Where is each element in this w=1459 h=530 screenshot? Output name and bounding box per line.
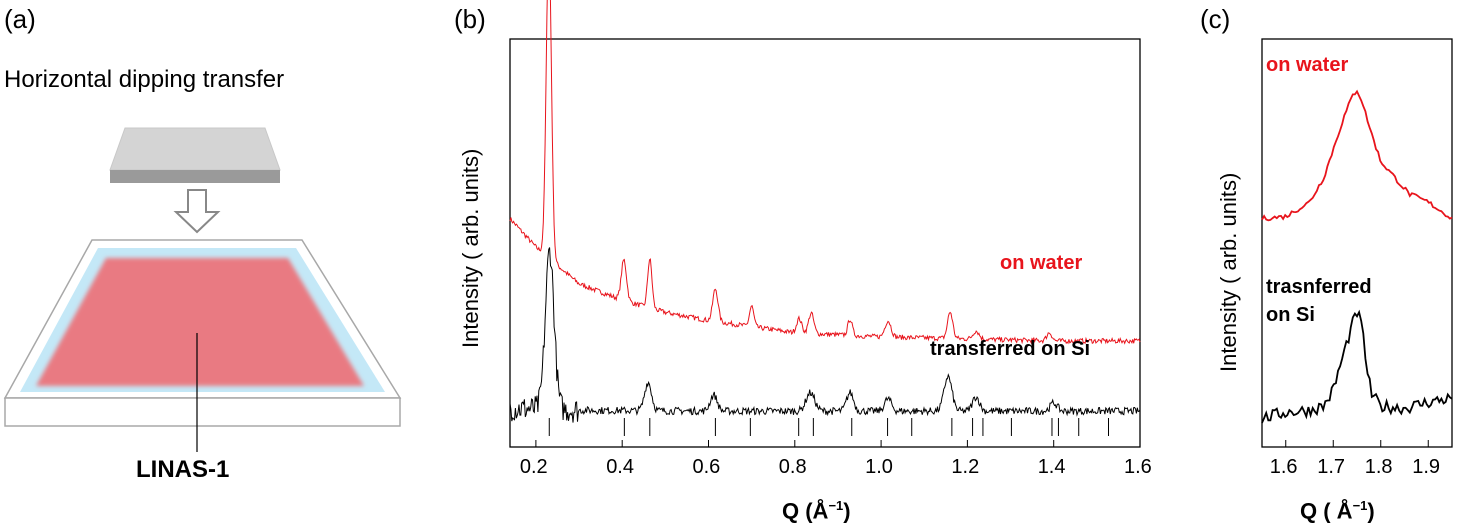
series-line-transferred-c — [1261, 309, 1453, 424]
dipping-schematic — [3, 127, 402, 452]
x-tick-label-b-5: 1.2 — [951, 456, 980, 478]
x-tick-label-b-3: 0.8 — [778, 456, 807, 478]
trough-side — [4, 397, 401, 427]
label-transferred-c-2: on Si — [1266, 304, 1315, 326]
substrate-side — [110, 170, 280, 183]
x-tick-label-c-0: 1.6 — [1269, 456, 1298, 478]
label-on-water-c: on water — [1266, 54, 1349, 76]
compound-label: LINAS-1 — [136, 456, 230, 483]
x-tick-label-b-4: 1.0 — [865, 456, 893, 478]
series-line-on-water — [509, 0, 1141, 345]
panel-b-reference-ticks — [548, 418, 1109, 436]
panel-c-letter: (c) — [1200, 4, 1231, 34]
panel-c-xlabel: Q ( Å−1) — [1300, 498, 1375, 524]
label-on-water-b: on water — [1000, 252, 1083, 274]
panel-b-frame — [509, 38, 1141, 448]
x-tick-label-b-6: 1.4 — [1037, 456, 1066, 478]
panel-b-letter: (b) — [454, 4, 486, 34]
panel-b-xlabel-text: Q (Å — [782, 498, 829, 524]
panel-c-xlabel-sup: −1 — [1352, 498, 1368, 513]
x-tick-label-b-2: 0.6 — [692, 456, 721, 478]
panel-b-xlabel: Q (Å−1) — [782, 498, 851, 524]
label-transferred-b: transferred on Si — [930, 338, 1091, 360]
label-transferred-c-1: trasnferred — [1266, 276, 1372, 298]
panel-c-xlabel-text: Q ( Å — [1300, 498, 1353, 524]
x-tick-label-c-1: 1.7 — [1317, 456, 1346, 478]
panel-b-x-ticks — [535, 440, 1141, 447]
x-tick-label-b-0: 0.2 — [519, 456, 548, 478]
x-tick-label-c-2: 1.8 — [1364, 456, 1393, 478]
series-line-transferred-on-si — [509, 247, 1141, 423]
panel-b-xlabel-end: ) — [843, 498, 851, 524]
panel-a-subtitle: Horizontal dipping transfer — [4, 66, 285, 93]
x-tick-label-b-7: 1.6 — [1124, 456, 1152, 478]
x-tick-label-c-3: 1.9 — [1412, 456, 1441, 478]
panel-c-frame — [1261, 38, 1453, 448]
panel-c-x-ticks — [1285, 440, 1429, 447]
panel-b-xlabel-sup: −1 — [828, 498, 844, 513]
down-arrow-icon — [173, 189, 221, 234]
series-line-on-water-c — [1261, 89, 1453, 222]
linas-film — [36, 258, 364, 386]
panel-a-letter: (a) — [4, 4, 36, 34]
panel-c-xlabel-end: ) — [1367, 498, 1375, 524]
x-tick-label-b-1: 0.4 — [606, 456, 634, 478]
